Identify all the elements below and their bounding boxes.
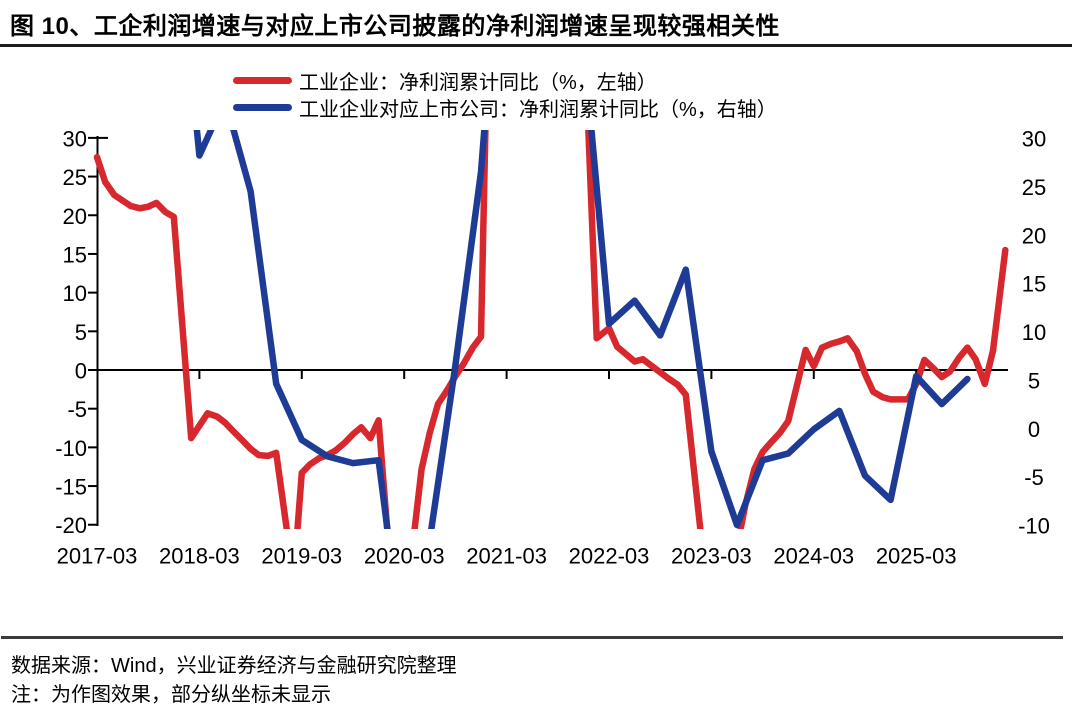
x-axis-tick-label: 2023-03 xyxy=(671,544,752,569)
x-axis-tick-label: 2024-03 xyxy=(773,544,854,569)
left-axis-tick-label: -5 xyxy=(67,397,87,422)
legend-swatch-blue-line xyxy=(233,104,292,111)
x-axis-tick-label: 2017-03 xyxy=(57,544,138,569)
legend-label-industrial: 工业企业：净利润累计同比（%，左轴） xyxy=(299,72,657,94)
footer-divider xyxy=(1,636,1063,639)
right-axis-tick-label: 5 xyxy=(1028,368,1040,393)
right-axis-tick-label: 10 xyxy=(1022,320,1046,345)
right-axis-tick-label: 30 xyxy=(1022,127,1046,152)
right-axis-tick-label: 0 xyxy=(1028,417,1040,442)
data-source-text: 数据来源：Wind，兴业证券经济与金融研究院整理 xyxy=(11,655,457,677)
chart-legend: 工业企业：净利润累计同比（%，左轴） 工业企业对应上市公司：净利润累计同比（%，… xyxy=(233,67,777,121)
left-axis-tick-label: -10 xyxy=(55,436,87,461)
left-axis-tick-label: -15 xyxy=(55,475,87,500)
left-axis-tick-label: 30 xyxy=(63,126,87,151)
left-axis-tick-label: 10 xyxy=(63,281,87,306)
left-axis-tick-label: 25 xyxy=(63,165,87,190)
legend-item-industrial: 工业企业：净利润累计同比（%，左轴） xyxy=(233,67,777,94)
legend-swatch-red-line xyxy=(233,77,292,84)
x-axis-tick-label: 2019-03 xyxy=(261,544,342,569)
right-axis-tick-label: 15 xyxy=(1022,272,1046,297)
x-axis-tick-label: 2021-03 xyxy=(466,544,547,569)
x-axis-tick-label: 2022-03 xyxy=(569,544,650,569)
x-axis-tick-label: 2025-03 xyxy=(876,544,957,569)
axis-labels: 30 25 20 15 10 5 0 -5 -10 -15 -20 30 25 20 15 10 5 0 -5 -10… xyxy=(55,126,1050,568)
right-axis-tick-label: 25 xyxy=(1022,175,1046,200)
x-axis-tick-label: 2018-03 xyxy=(159,544,240,569)
plot-area xyxy=(93,130,1009,529)
chart-axes xyxy=(88,136,1008,526)
series-line-industrial-enterprises xyxy=(93,130,1009,529)
left-axis-tick-label: 5 xyxy=(75,320,87,345)
series-line-listed-companies xyxy=(193,130,971,529)
left-axis-tick-label: 0 xyxy=(75,359,87,384)
left-axis-tick-label: 15 xyxy=(63,242,87,267)
legend-item-listed: 工业企业对应上市公司：净利润累计同比（%，右轴） xyxy=(233,94,777,121)
left-axis-tick-label: 20 xyxy=(63,204,87,229)
legend-label-listed: 工业企业对应上市公司：净利润累计同比（%，右轴） xyxy=(299,99,777,121)
title-underline xyxy=(0,44,1072,47)
left-axis-tick-label: -20 xyxy=(55,513,87,538)
right-axis-tick-label: -10 xyxy=(1018,514,1050,539)
right-axis-tick-label: 20 xyxy=(1022,223,1046,248)
right-axis-tick-label: -5 xyxy=(1024,465,1044,490)
chart-note-text: 注：为作图效果，部分纵坐标未显示 xyxy=(11,684,331,706)
x-axis-tick-label: 2020-03 xyxy=(364,544,445,569)
page-title: 图 10、工企利润增速与对应上市公司披露的净利润增速呈现较强相关性 xyxy=(10,13,780,40)
